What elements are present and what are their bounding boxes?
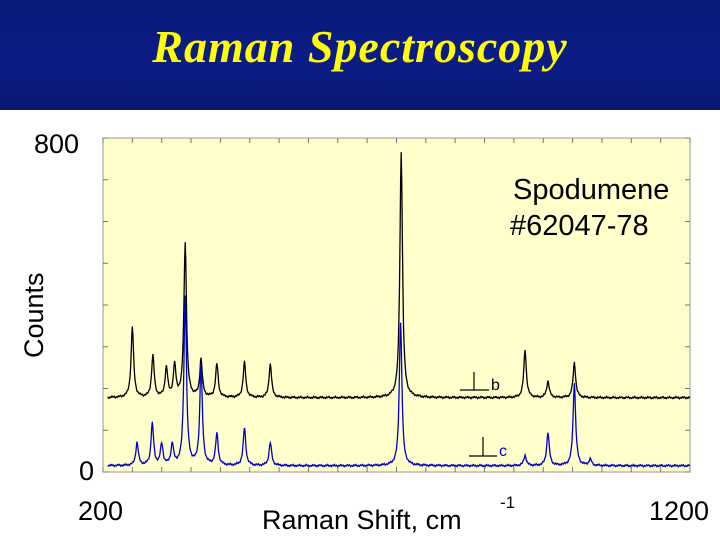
sample-name: Spodumene	[513, 174, 669, 206]
x-axis-label: Raman Shift, cm	[262, 505, 462, 535]
x-axis-label-superscript: -1	[500, 493, 515, 512]
title-bar	[0, 0, 720, 110]
sample-id: #62047-78	[510, 210, 649, 242]
orientation-marker-b: b	[460, 372, 500, 394]
series-layer	[107, 152, 691, 469]
orientation-label-b: b	[491, 377, 500, 394]
y-tick-label-min: 0	[79, 456, 94, 486]
y-tick-label-max: 800	[34, 129, 79, 159]
orientation-label-c: c	[499, 443, 507, 460]
series-line-b	[107, 152, 691, 400]
y-axis-label: Counts	[19, 272, 49, 358]
series-line-c	[107, 295, 691, 469]
plot-area	[103, 138, 690, 472]
slide-title: Raman Spectroscopy	[152, 21, 568, 72]
x-tick-label-min: 200	[78, 496, 123, 526]
orientation-marker-c: c	[469, 437, 507, 460]
axis-ticks	[102, 137, 691, 473]
x-tick-label-max: 1200	[649, 496, 709, 526]
